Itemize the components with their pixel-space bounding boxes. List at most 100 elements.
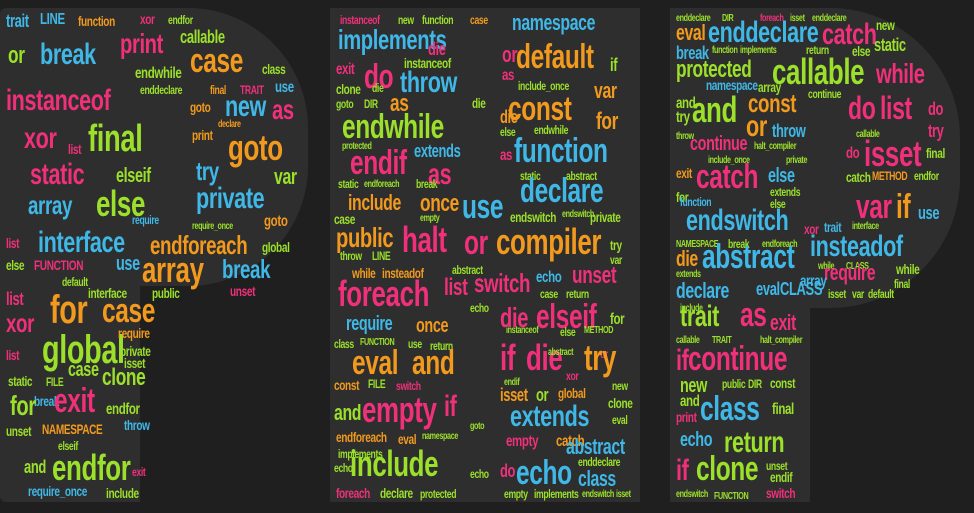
keyword-word: abstract	[702, 238, 795, 276]
keyword-word: and	[24, 457, 46, 477]
keyword-word: exit	[770, 310, 796, 335]
keyword-word: clone	[336, 81, 361, 97]
keyword-word: endwhile	[135, 65, 182, 82]
keyword-word: return	[566, 287, 589, 301]
keyword-word: endif	[770, 469, 793, 485]
keyword-word: try	[610, 237, 622, 253]
keyword-word: endfor	[168, 13, 193, 27]
keyword-word: foreach	[338, 273, 430, 314]
keyword-word: require	[132, 213, 159, 227]
keyword-word: enddeclare	[578, 455, 621, 469]
keyword-word: exit	[54, 382, 95, 420]
keyword-word: do	[364, 58, 394, 96]
keyword-word: global	[262, 239, 290, 255]
keyword-word: and	[334, 400, 362, 425]
keyword-word: array	[142, 249, 204, 290]
keyword-word: case	[470, 13, 488, 27]
keyword-word: endforeach	[364, 179, 400, 190]
keyword-word: include	[680, 303, 703, 314]
keyword-word: clone	[102, 364, 146, 391]
keyword-word: else	[500, 125, 516, 139]
keyword-word: protected	[342, 141, 372, 152]
keyword-word: instanceof	[340, 13, 380, 27]
keyword-word: while	[896, 261, 920, 277]
keyword-word: var	[594, 78, 617, 103]
keyword-word: isset	[500, 385, 528, 405]
keyword-word: isset	[828, 287, 846, 301]
keyword-word: include	[348, 190, 401, 215]
keyword-word: instanceof	[404, 55, 451, 71]
keyword-word: echo	[470, 301, 489, 315]
keyword-word: case	[102, 292, 156, 330]
keyword-word: class	[700, 390, 760, 428]
keyword-word: die	[676, 246, 698, 271]
keyword-word: class	[334, 337, 354, 351]
keyword-word: while	[818, 261, 835, 272]
keyword-word: CLASS	[846, 261, 869, 272]
keyword-word: case	[68, 359, 99, 381]
keyword-word: elseif	[58, 439, 78, 453]
keyword-word: xor	[566, 369, 579, 383]
keyword-word: switch	[474, 268, 531, 298]
keyword-word: continue	[688, 340, 788, 378]
keyword-word: or	[746, 110, 767, 143]
keyword-word: abstract	[452, 263, 483, 277]
keyword-word: unset	[230, 283, 256, 299]
keyword-word: print	[676, 409, 697, 425]
keyword-word: throw	[676, 131, 694, 142]
keyword-word: print	[192, 127, 213, 143]
keyword-word: eval	[612, 413, 628, 427]
keyword-word: halt_compiler	[754, 141, 797, 152]
keyword-word: if	[676, 344, 689, 377]
keyword-word: require	[346, 313, 393, 335]
keyword-word: throw	[124, 417, 150, 433]
keyword-word: compiler	[496, 221, 602, 262]
keyword-word: static	[30, 158, 85, 191]
keyword-word: for	[676, 189, 689, 205]
keyword-word: endif	[350, 144, 407, 182]
keyword-word: declare	[676, 278, 729, 303]
keyword-word: endwhile	[342, 108, 444, 146]
keyword-word: or	[600, 347, 608, 361]
keyword-word: list	[68, 141, 82, 157]
keyword-word: callable	[772, 51, 865, 92]
keyword-word: continue	[808, 87, 842, 101]
keyword-word: var	[856, 188, 892, 226]
keyword-word: use	[275, 79, 294, 96]
keyword-word: goto	[336, 97, 354, 111]
keyword-word: extends	[770, 185, 801, 199]
keyword-word: if	[610, 55, 618, 75]
keyword-word: die	[526, 337, 563, 378]
keyword-word: LINE	[372, 249, 391, 263]
keyword-word: namespace	[512, 10, 596, 35]
keyword-word: while	[352, 265, 376, 281]
keyword-word: break	[416, 177, 438, 191]
keyword-word: as	[390, 90, 409, 117]
keyword-word: endfor	[914, 169, 939, 183]
keyword-word: static	[874, 35, 906, 55]
keyword-word: exit	[676, 165, 692, 181]
keyword-word: try	[928, 121, 944, 141]
keyword-word: return	[724, 426, 785, 459]
keyword-word: const	[770, 375, 796, 391]
keyword-word: return	[806, 43, 829, 57]
keyword-word: class	[262, 61, 286, 77]
keyword-word: if	[500, 337, 516, 378]
keyword-word: endwhile	[534, 123, 569, 137]
keyword-word: try	[676, 109, 690, 126]
keyword-word: and	[412, 344, 455, 382]
keyword-word: var	[274, 164, 297, 189]
keyword-word: interface	[88, 285, 127, 301]
keyword-word: exit	[336, 61, 355, 78]
keyword-word: TRAIT	[712, 335, 732, 346]
keyword-word: unset	[6, 423, 32, 439]
keyword-word: or	[502, 42, 518, 67]
keyword-word: function	[422, 13, 454, 27]
keyword-word: public	[152, 285, 180, 301]
keyword-word: FILE	[368, 377, 386, 391]
keyword-word: clone	[696, 450, 759, 488]
keyword-word: xor	[6, 308, 35, 338]
keyword-word: switch	[396, 379, 421, 393]
keyword-word: use	[116, 253, 140, 275]
keyword-word: global	[558, 385, 586, 401]
